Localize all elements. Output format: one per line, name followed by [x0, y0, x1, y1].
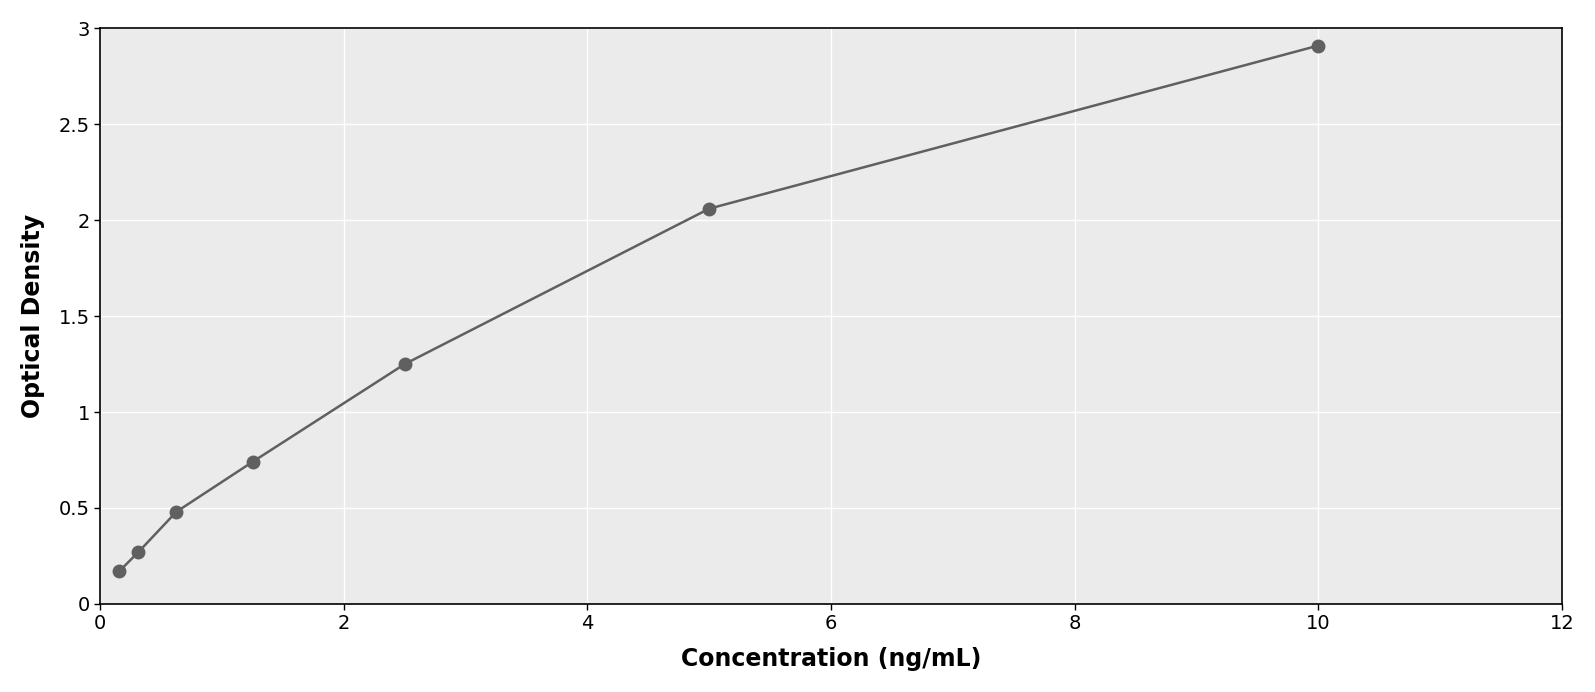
Point [164, 507, 190, 518]
Point [107, 566, 132, 577]
Point [1305, 40, 1330, 51]
X-axis label: Concentration (ng/mL): Concentration (ng/mL) [681, 647, 981, 671]
Point [239, 456, 265, 467]
Point [697, 203, 723, 215]
Y-axis label: Optical Density: Optical Density [21, 214, 45, 418]
Point [392, 358, 418, 370]
Point [126, 547, 152, 558]
